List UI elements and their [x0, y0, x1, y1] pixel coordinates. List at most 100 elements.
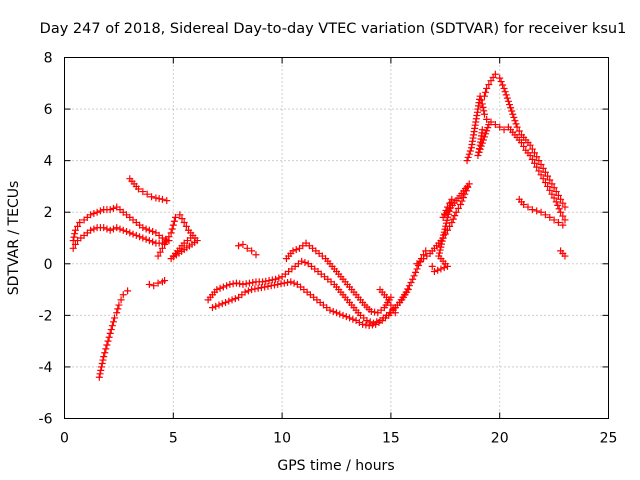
data-point-arc-peak-main: [496, 74, 504, 82]
data-point-arc-peak-lower: [526, 151, 534, 159]
data-point-arc-mid-lower: [228, 296, 236, 304]
data-point-arc-22h-low: [528, 206, 536, 214]
data-point-arc-mid-main: [259, 278, 267, 286]
data-point-arc-23h-tail: [561, 252, 569, 260]
data-point-arc-mid-lower: [248, 286, 256, 294]
data-point-arc-steep-rise: [108, 322, 116, 330]
x-tick-label: 10: [273, 431, 291, 447]
data-point-arc-15h-spur: [385, 296, 393, 304]
y-tick-label: 6: [44, 102, 53, 118]
data-point-arc-peak-lower: [548, 190, 556, 198]
data-point-arc-peak-main: [526, 141, 534, 149]
data-point-arc-peak-main: [511, 117, 519, 125]
x-tick-label: 0: [60, 431, 69, 447]
data-point-arc-mid-lower: [342, 313, 350, 321]
data-point-arc-mid-lower: [241, 288, 249, 296]
data-point-arc-steep-rise: [113, 309, 121, 317]
data-point-arc-mid-lower: [404, 286, 412, 294]
data-point-arc-late-rise: [454, 204, 462, 212]
y-tick-label: 4: [44, 154, 53, 170]
data-point-arc-late-rise: [436, 246, 444, 254]
data-point-arc-5h: [163, 237, 171, 245]
data-point-arc-late-rise: [438, 240, 446, 248]
data-point-arc-22h-low: [550, 216, 558, 224]
data-point-arc-early-upper: [74, 222, 82, 230]
data-point-arc-steep-rise: [97, 363, 105, 371]
data-point-arc-3h-high: [134, 185, 142, 193]
data-point-arc-8h-blip: [252, 251, 260, 259]
data-points: [69, 70, 569, 381]
data-point-arc-22h-low: [559, 221, 567, 229]
data-point-arc-late-rise: [437, 265, 445, 273]
data-point-arc-peak-main: [497, 78, 505, 86]
data-point-arc-peak-lower: [533, 163, 541, 171]
data-point-arc-early-upper: [145, 226, 153, 234]
data-point-arc-5h: [154, 252, 162, 260]
data-point-arc-early-lower: [142, 235, 150, 243]
data-point-arc-steep-rise: [115, 301, 123, 309]
data-point-arc-early-lower: [123, 228, 131, 236]
data-point-arc-mid-upper: [367, 307, 375, 315]
data-point-arc-mid-main: [410, 272, 418, 280]
data-point-arc-mid-main: [275, 274, 283, 282]
data-point-arc-peak-main: [548, 180, 556, 188]
data-point-arc-peak-main: [483, 84, 491, 92]
data-point-arc-5h: [171, 213, 179, 221]
data-point-arc-peak-lower: [557, 208, 565, 216]
data-point-arc-late-rise: [440, 264, 448, 272]
data-point-arc-5h: [187, 234, 195, 242]
data-point-arc-early-lower: [145, 237, 153, 245]
data-point-arc-4h-low: [161, 277, 169, 285]
data-point-arc-8h-blip: [243, 244, 251, 252]
data-point-arc-mid-main: [272, 275, 280, 283]
data-point-arc-steep-rise: [102, 345, 110, 353]
data-point-arc-peak-main: [507, 104, 515, 112]
data-point-arc-steep-rise: [124, 287, 132, 295]
data-point-arc-peak-main: [535, 157, 543, 165]
data-point-arc-steep-rise: [109, 318, 117, 326]
data-point-arc-steep-rise: [96, 370, 104, 378]
data-point-arc-late-rise: [445, 207, 453, 215]
y-tick-label: -4: [39, 360, 53, 376]
data-point-arc-mid-lower: [280, 279, 288, 287]
data-point-arc-late-rise: [440, 228, 448, 236]
data-point-arc-peak-lower: [535, 167, 543, 175]
data-point-arc-late-rise: [446, 204, 454, 212]
data-point-arc-peak-main: [550, 184, 558, 192]
data-point-arc-mid-main: [409, 275, 417, 283]
data-point-arc-late-rise: [447, 198, 455, 206]
data-point-arc-late-rise: [435, 249, 443, 257]
data-point-arc-mid-main: [412, 268, 420, 276]
data-point-arc-mid-lower: [270, 281, 278, 289]
data-point-arc-8h-blip: [235, 242, 243, 250]
data-point-arc-early-upper: [87, 211, 95, 219]
data-point-arc-mid-main: [414, 262, 422, 270]
data-point-arc-mid-lower: [257, 284, 265, 292]
data-point-arc-steep-rise: [111, 314, 119, 322]
data-point-arc-peak-lower: [541, 179, 549, 187]
data-point-arc-mid-lower: [218, 300, 226, 308]
data-point-arc-late-rise: [440, 231, 448, 239]
data-point-arc-5h: [178, 215, 186, 223]
data-point-arc-22h-low: [533, 207, 541, 215]
data-point-arc-5h: [156, 248, 164, 256]
data-point-arc-early-lower: [132, 231, 140, 239]
data-point-arc-peak-left: [475, 145, 483, 153]
data-point-arc-early-upper: [70, 233, 78, 241]
data-point-arc-early-lower: [87, 226, 95, 234]
data-point-arc-peak-left: [464, 153, 472, 161]
data-point-arc-late-rise: [446, 201, 454, 209]
data-point-arc-mid-main: [216, 284, 224, 292]
data-point-arc-mid-main: [301, 258, 309, 266]
data-point-arc-peak-main: [515, 127, 523, 135]
data-point-arc-mid-lower: [290, 279, 298, 287]
data-point-arc-5h: [158, 244, 166, 252]
data-point-arc-steep-rise: [100, 353, 108, 361]
data-point-arc-late-rise: [439, 234, 447, 242]
data-point-arc-mid-main: [245, 279, 253, 287]
data-point-arc-peak-lower: [561, 216, 569, 224]
data-point-arc-peak-lower: [559, 212, 567, 220]
data-point-arc-peak-main: [480, 92, 488, 100]
data-point-arc-late-rise: [438, 237, 446, 245]
